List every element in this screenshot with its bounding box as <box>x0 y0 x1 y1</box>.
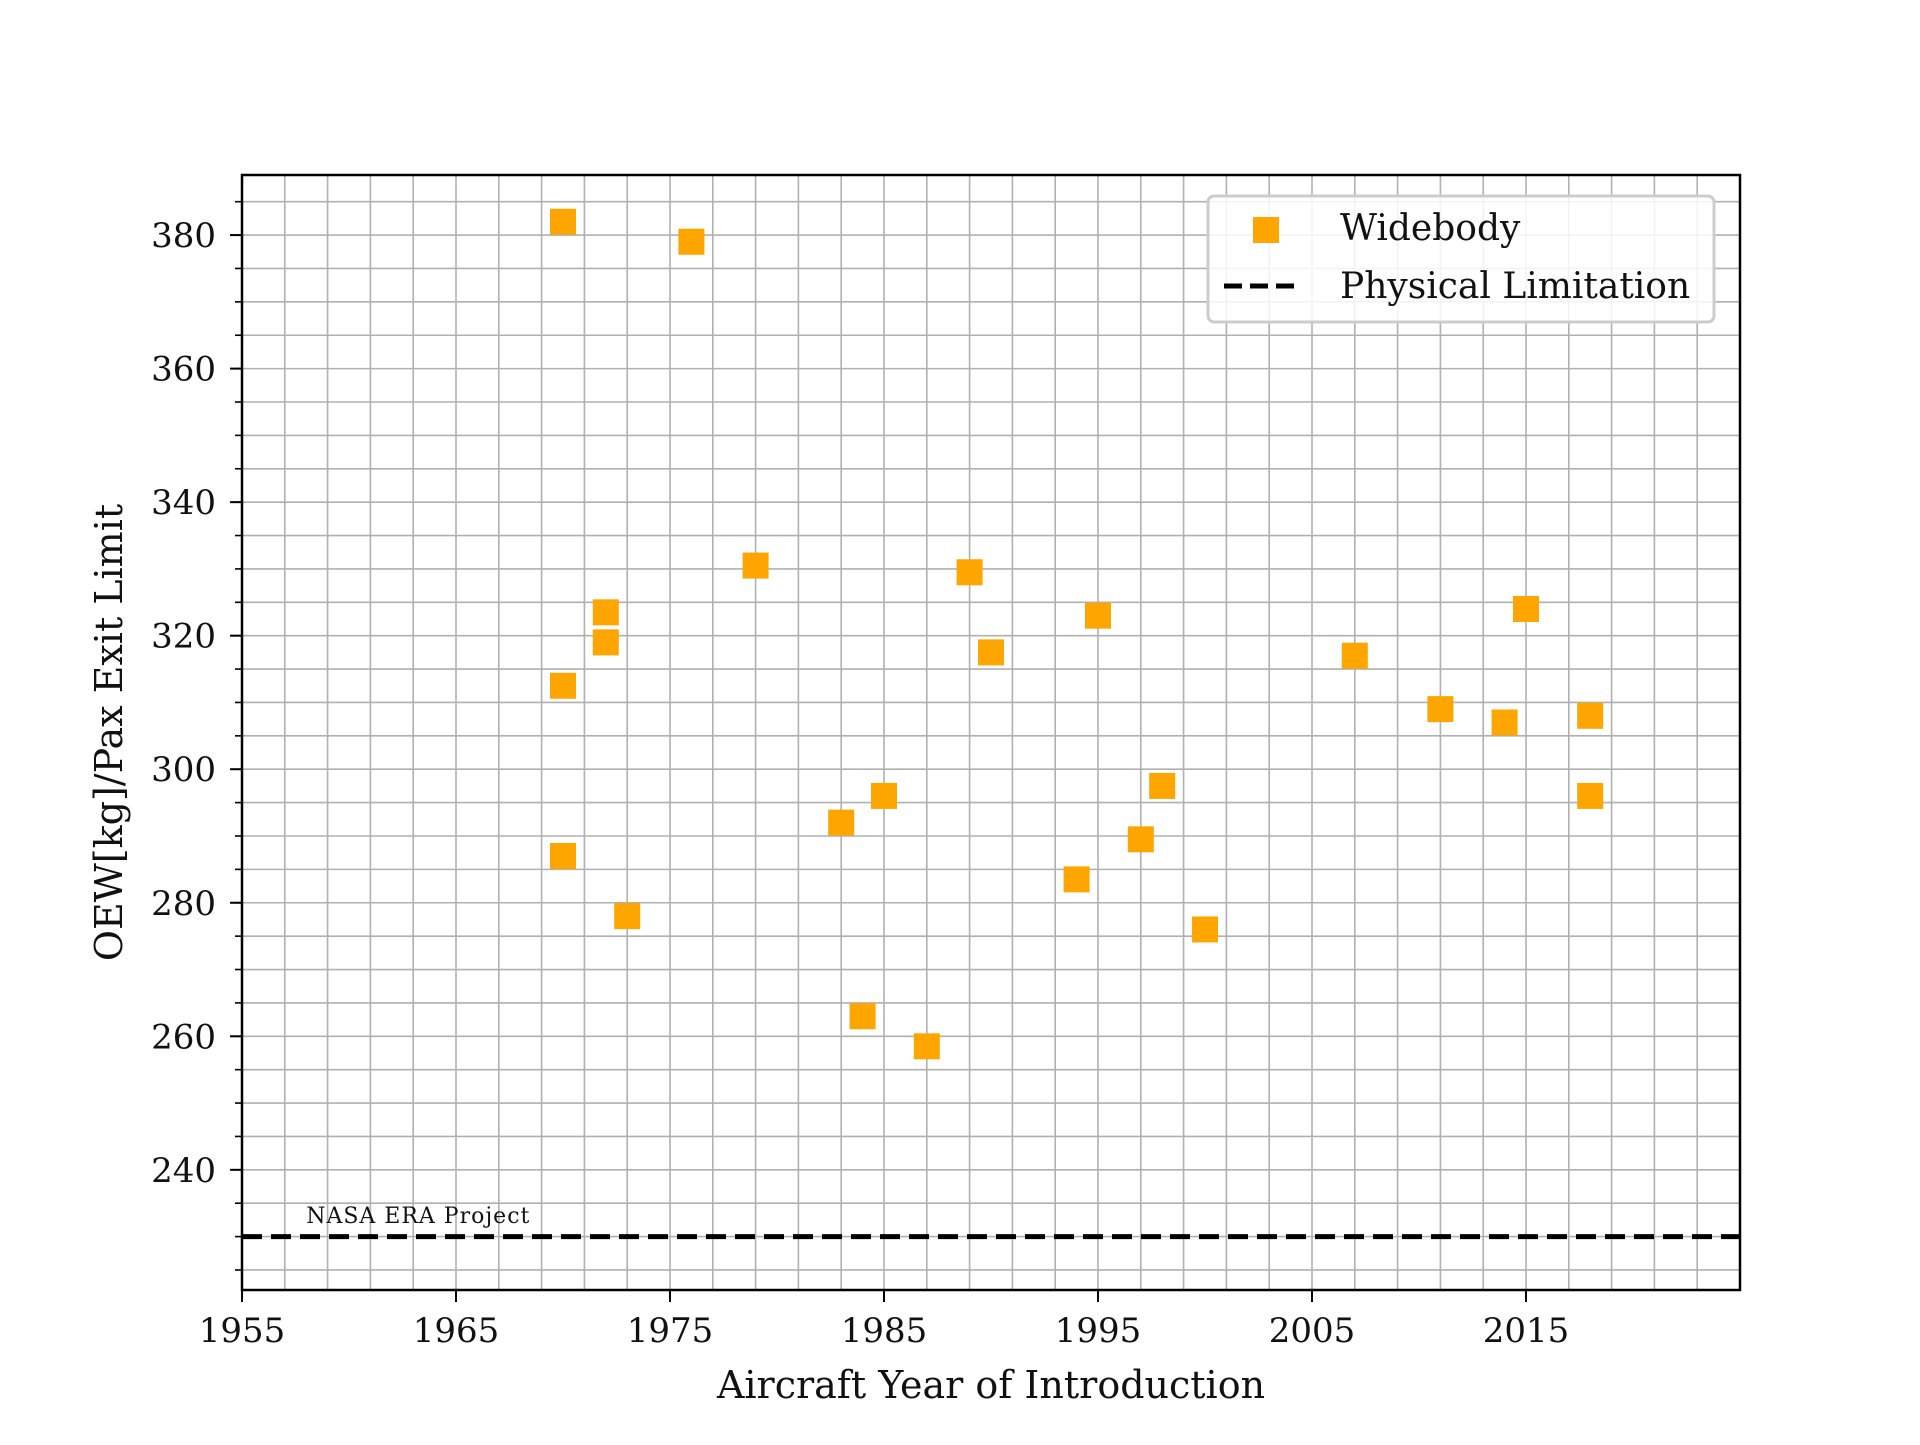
data-point-widebody <box>1192 916 1218 943</box>
data-point-widebody <box>550 672 576 699</box>
x-tick-label: 1985 <box>841 1311 928 1351</box>
y-tick-label: 380 <box>151 216 216 256</box>
y-tick-label: 300 <box>151 750 216 790</box>
data-point-widebody <box>550 208 576 235</box>
data-point-widebody <box>742 552 769 579</box>
x-tick-label: 1995 <box>1055 1311 1142 1351</box>
data-point-widebody <box>1513 595 1539 622</box>
data-point-widebody <box>1127 826 1154 853</box>
axis-ticks <box>230 200 1527 1302</box>
data-point-widebody <box>592 599 619 626</box>
data-point-widebody <box>871 782 897 809</box>
data-points <box>550 208 1604 1060</box>
data-point-widebody <box>550 843 576 870</box>
x-tick-label: 1965 <box>413 1311 500 1351</box>
data-point-widebody <box>1577 702 1604 729</box>
x-tick-label: 2015 <box>1483 1311 1570 1351</box>
legend-label-widebody: Widebody <box>1340 208 1521 249</box>
x-tick-label: 1975 <box>627 1311 714 1351</box>
plot-frame <box>240 173 1742 1292</box>
data-point-widebody <box>1427 696 1454 723</box>
data-point-widebody <box>1085 602 1111 629</box>
x-axis-title: Aircraft Year of Introduction <box>716 1363 1265 1407</box>
tick-labels: 1955 1965 1975 1985 1995 2005 2015 240 260 280 300… <box>151 216 1569 1351</box>
data-point-widebody <box>1149 772 1176 799</box>
data-point-widebody <box>1063 866 1090 893</box>
data-point-widebody <box>956 559 983 586</box>
y-axis-title: OEW[kg]/Pax Exit Limit <box>87 504 131 961</box>
legend-marker-widebody <box>1253 217 1279 243</box>
y-tick-label: 320 <box>151 617 216 657</box>
data-point-widebody <box>1491 709 1518 736</box>
y-tick-label: 340 <box>151 483 216 523</box>
data-point-widebody <box>592 629 619 656</box>
data-point-widebody <box>828 809 855 836</box>
data-point-widebody <box>614 903 641 930</box>
data-point-widebody <box>978 639 1004 666</box>
y-tick-label: 360 <box>151 350 216 390</box>
legend-box <box>1206 194 1716 324</box>
data-point-widebody <box>678 228 705 255</box>
y-tick-label: 240 <box>151 1151 216 1191</box>
legend: Widebody Physical Limitation <box>1206 194 1716 324</box>
data-point-widebody <box>1577 782 1604 809</box>
y-tick-label: 260 <box>151 1017 216 1057</box>
x-tick-label: 2005 <box>1269 1311 1356 1351</box>
annotation-nasa-era-project: NASA ERA Project <box>306 1204 530 1229</box>
data-point-widebody <box>913 1033 940 1060</box>
data-point-widebody <box>1341 642 1368 669</box>
x-tick-label: 1955 <box>199 1311 286 1351</box>
data-point-widebody <box>849 1003 876 1030</box>
legend-label-physical-limitation: Physical Limitation <box>1340 266 1690 307</box>
y-tick-label: 280 <box>151 884 216 924</box>
annotations: NASA ERA Project <box>306 1204 530 1229</box>
